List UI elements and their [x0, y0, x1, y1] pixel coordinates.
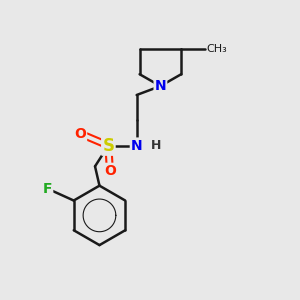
Text: CH₃: CH₃ [206, 44, 227, 54]
Text: O: O [104, 164, 116, 178]
Text: F: F [43, 182, 52, 196]
Text: S: S [102, 136, 114, 154]
Text: O: O [74, 127, 86, 141]
Text: N: N [154, 79, 166, 93]
Text: N: N [131, 139, 142, 152]
Text: H: H [151, 139, 161, 152]
